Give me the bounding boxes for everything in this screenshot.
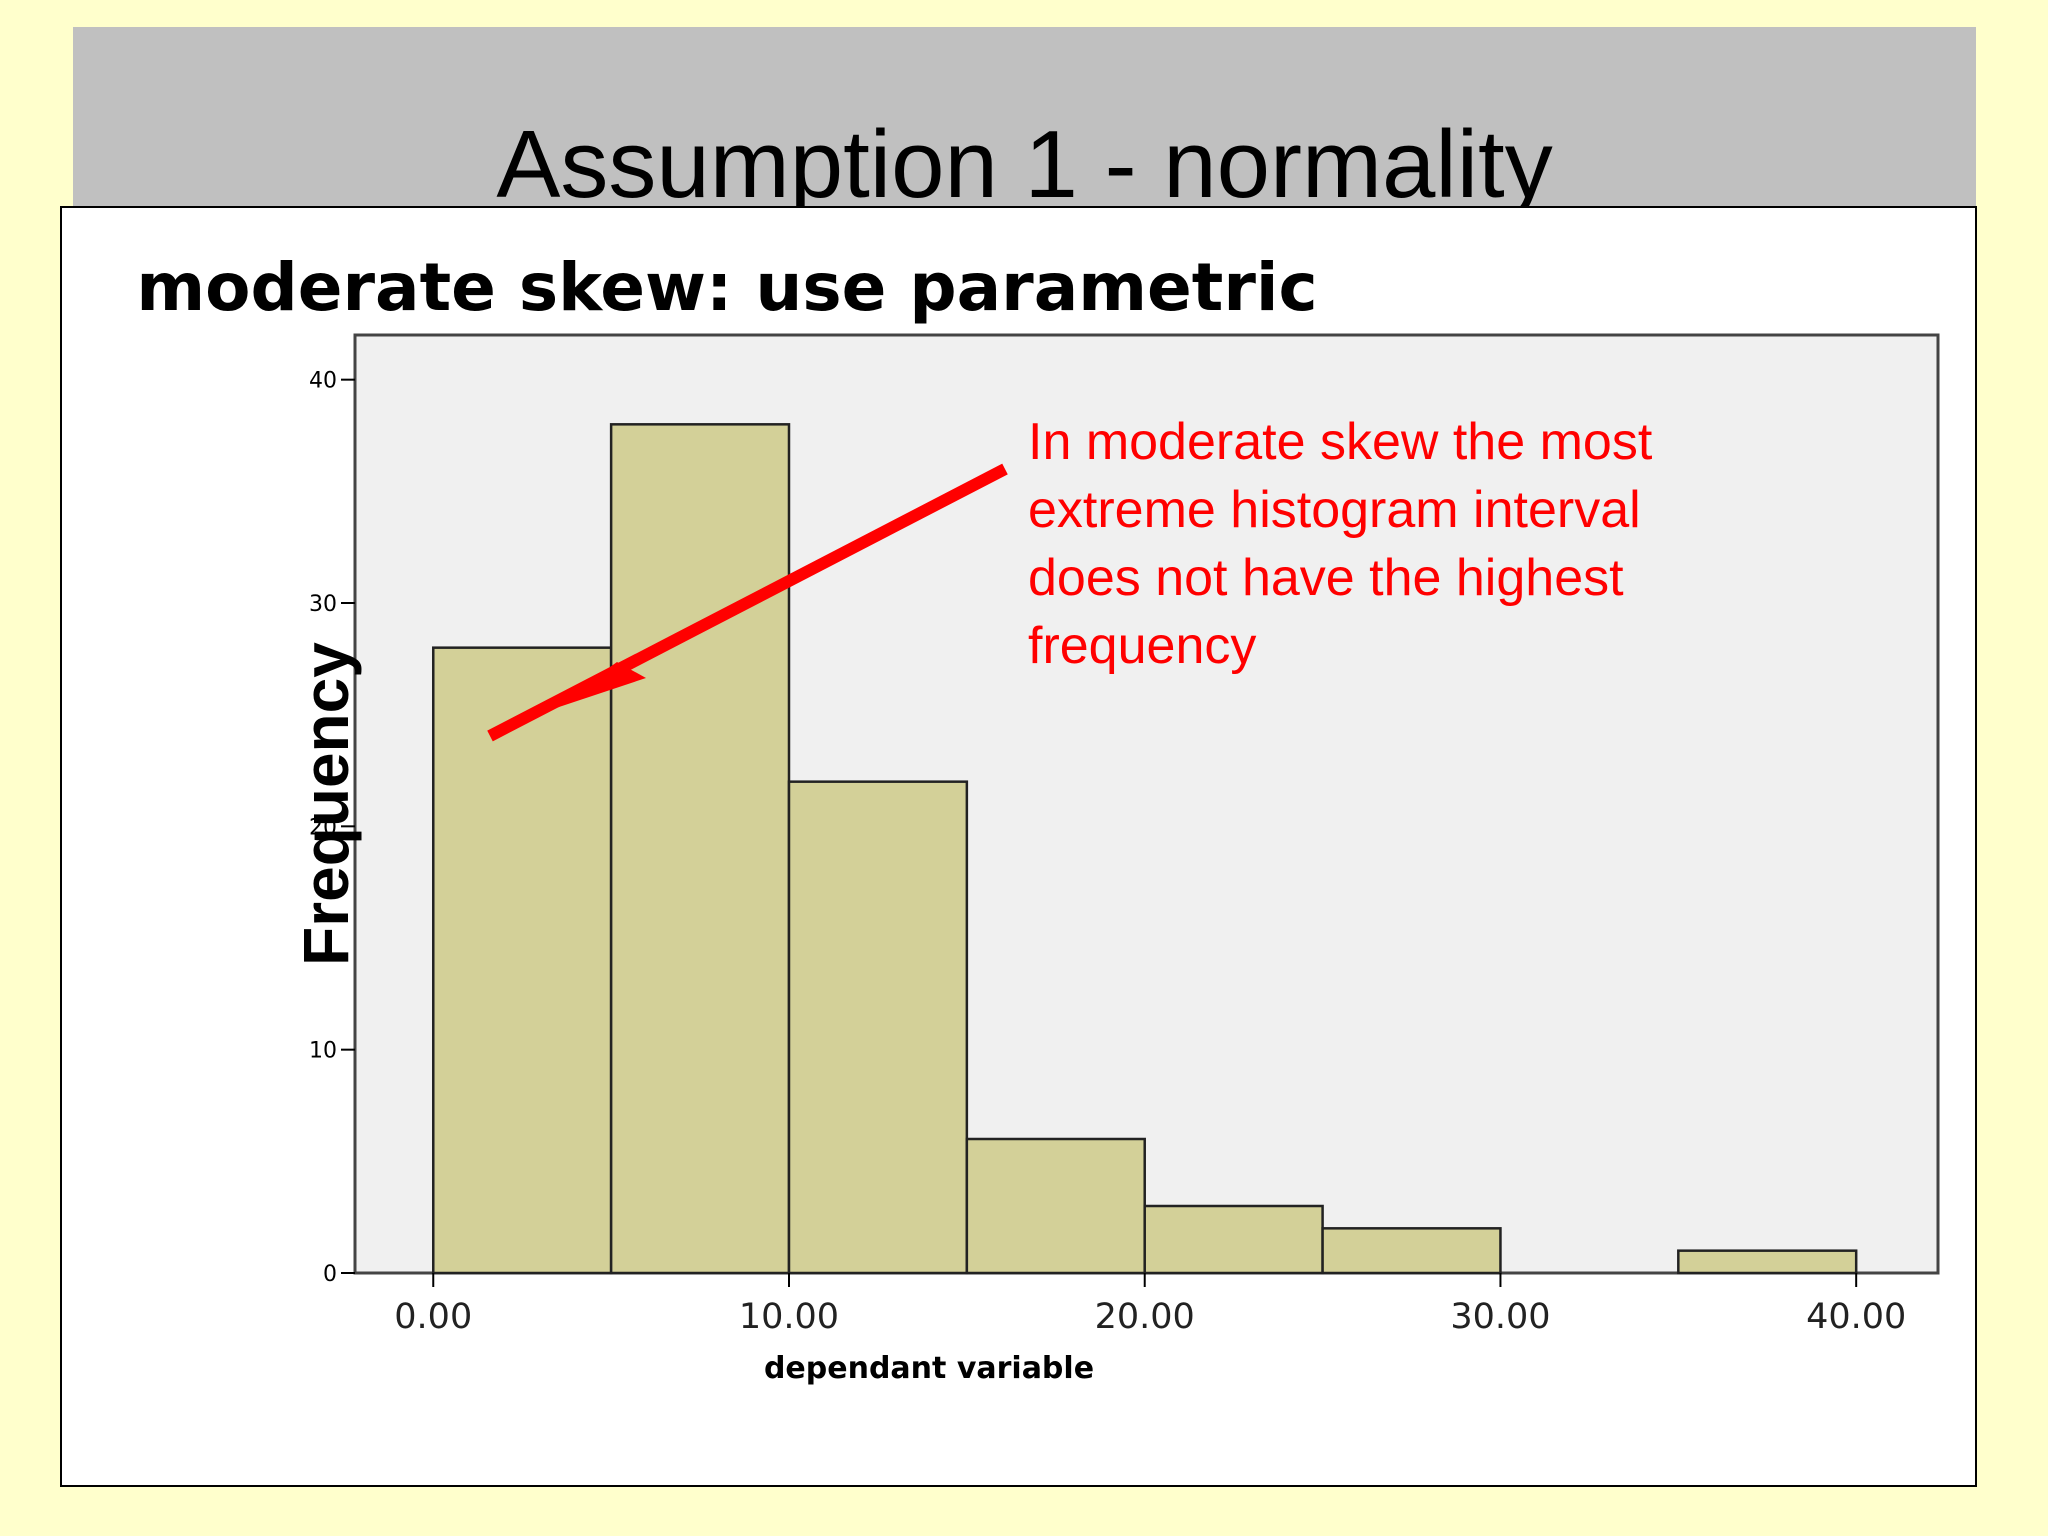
- y-tick-label: 20: [309, 815, 337, 840]
- annotation-line: does not have the highest: [1028, 549, 1624, 607]
- x-tick-label: 20.00: [1095, 1297, 1195, 1337]
- y-axis-label: Frequency: [290, 642, 362, 966]
- x-tick-label: 30.00: [1450, 1297, 1550, 1337]
- annotation: In moderate skew the most extreme histog…: [487, 413, 1653, 742]
- x-tick-label: 0.00: [394, 1297, 472, 1337]
- title-bar: Assumption 1 - normality: [73, 27, 1976, 237]
- x-tick-label: 10.00: [739, 1297, 839, 1337]
- histogram-bar: [965, 1137, 1146, 1275]
- y-tick-label: 10: [309, 1039, 337, 1064]
- histogram-bar: [432, 646, 613, 1275]
- y-tick-label: 40: [309, 369, 337, 394]
- y-tick-label: 0: [323, 1262, 337, 1287]
- histogram-bar: [1677, 1249, 1858, 1275]
- chart-title: moderate skew: use parametric: [136, 249, 1317, 326]
- slide-title: Assumption 1 - normality: [496, 111, 1553, 218]
- histogram-bar: [1143, 1204, 1324, 1275]
- x-tick-label: 40.00: [1806, 1297, 1906, 1337]
- x-axis-label: dependant variable: [764, 1351, 1094, 1386]
- annotation-line: frequency: [1028, 617, 1256, 675]
- histogram-bar: [609, 423, 791, 1275]
- histogram-chart: moderate skew: use parametric 0 10 20 30 40 0…: [136, 249, 1940, 1386]
- annotation-arrow-head: [550, 662, 646, 710]
- annotation-line: extreme histogram interval: [1028, 481, 1641, 539]
- histogram-bar: [1321, 1227, 1502, 1275]
- histogram-bar: [787, 780, 969, 1275]
- y-tick-label: 30: [309, 592, 337, 617]
- chart-frame: moderate skew: use parametric 0 10 20 30 40 0…: [60, 206, 1977, 1487]
- annotation-line: In moderate skew the most: [1028, 413, 1653, 471]
